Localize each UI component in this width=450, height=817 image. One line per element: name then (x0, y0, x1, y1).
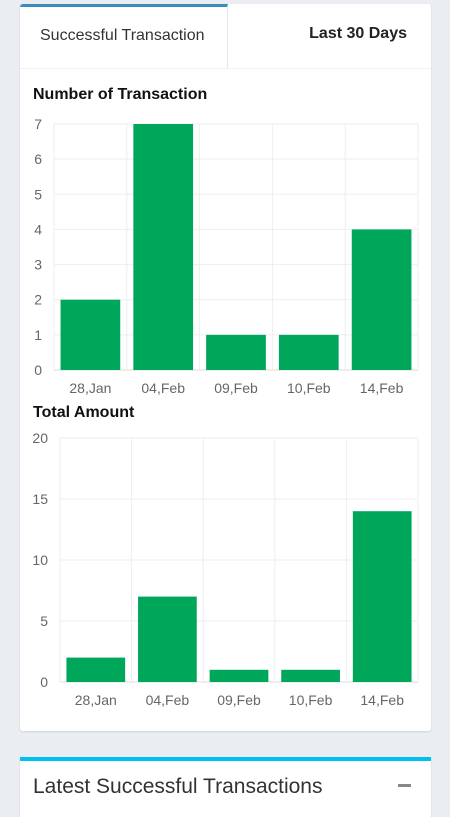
bar-14-feb[interactable] (352, 511, 412, 682)
bar-04-feb[interactable] (138, 596, 197, 682)
box-title: Latest Successful Transactions (33, 775, 323, 798)
bar-14-feb[interactable] (351, 229, 412, 370)
tab-successful-transaction[interactable]: Successful Transaction (20, 4, 228, 68)
y-tick-label: 7 (34, 116, 42, 132)
chart-title-count: Number of Transaction (33, 86, 208, 103)
x-tick-label: 04,Feb (146, 692, 190, 708)
x-tick-label: 28,Jan (69, 380, 111, 396)
x-tick-label: 14,Feb (360, 692, 404, 708)
y-tick-label: 2 (34, 292, 42, 308)
y-tick-label: 5 (40, 613, 48, 629)
y-tick-label: 0 (40, 674, 48, 690)
x-tick-label: 09,Feb (214, 380, 258, 396)
date-range-label: Last 30 Days (309, 25, 407, 42)
transactions-card: Successful Transaction Last 30 Days Numb… (20, 4, 431, 731)
y-tick-label: 4 (34, 221, 42, 237)
y-tick-label: 0 (34, 362, 42, 378)
y-tick-label: 5 (34, 186, 42, 202)
x-tick-label: 09,Feb (217, 692, 261, 708)
bar-28-jan[interactable] (60, 299, 121, 370)
y-tick-label: 3 (34, 257, 42, 273)
latest-transactions-box: Latest Successful Transactions (20, 757, 431, 817)
y-tick-label: 6 (34, 151, 42, 167)
minus-icon[interactable] (397, 774, 413, 794)
bar-28-jan[interactable] (66, 657, 126, 682)
tab-label: Successful Transaction (40, 27, 205, 44)
y-tick-label: 15 (32, 491, 48, 507)
total-amount-chart: 0 5 10 15 20 28,Jan 04,Feb 09,Feb 10,Feb 14,Feb (32, 430, 419, 708)
bar-10-feb[interactable] (278, 334, 339, 370)
x-tick-label: 10,Feb (289, 692, 333, 708)
x-tick-label: 10,Feb (287, 380, 331, 396)
x-tick-label: 04,Feb (141, 380, 185, 396)
transaction-count-chart: 0 1 2 3 4 5 6 7 28,Jan 04,Feb 09,Feb 10,Feb 14,Feb (34, 116, 419, 396)
tab-divider (20, 68, 431, 69)
bar-09-feb[interactable] (206, 334, 266, 370)
y-tick-label: 1 (34, 327, 42, 343)
y-tick-label: 20 (32, 430, 48, 446)
bar-04-feb[interactable] (133, 124, 194, 370)
chart-title-amount: Total Amount (33, 404, 135, 421)
x-tick-label: 14,Feb (360, 380, 404, 396)
bar-10-feb[interactable] (281, 669, 340, 682)
y-tick-label: 10 (32, 552, 48, 568)
tab-bar: Successful Transaction Last 30 Days (20, 4, 431, 68)
bar-09-feb[interactable] (209, 669, 269, 682)
x-tick-label: 28,Jan (75, 692, 117, 708)
